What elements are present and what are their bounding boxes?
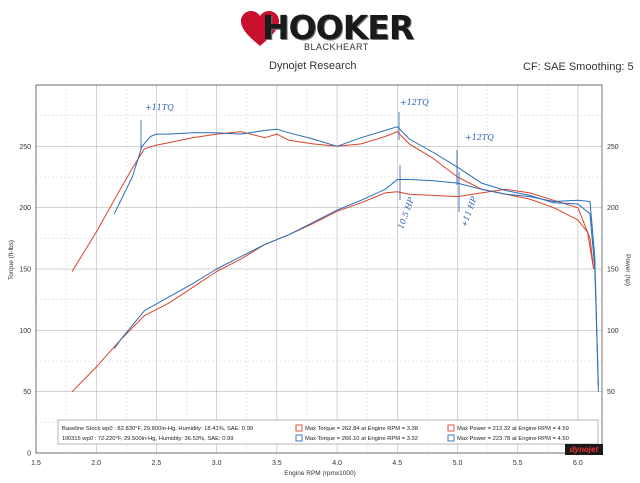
legend: Baseline Stock wp0 : 82.830°F, 29.800in-… (57, 419, 599, 445)
x-tick-label: 1.5 (31, 460, 41, 467)
x-tick-label: 2.5 (152, 460, 162, 467)
x-tick-label: 5.5 (513, 460, 523, 467)
legend-swatch (447, 424, 455, 432)
dynojet-badge: dynojet (565, 444, 603, 455)
x-tick-label: 5.0 (453, 460, 463, 467)
y-tick-label-left: 50 (23, 389, 31, 396)
annotation-text: +11TQ (145, 103, 174, 112)
legend-run: 1ll0315 wp0 : 72.220°F, 29.500in-Hg, Hum… (62, 436, 234, 442)
y-tick-label-left: 200 (19, 205, 31, 212)
annotation-text: +12TQ (400, 98, 429, 107)
y-tick-label-right: 250 (607, 144, 619, 151)
annotation-text: 10.5 HP (396, 196, 416, 230)
legend-swatch (295, 434, 303, 442)
y-tick-label-left: 100 (19, 328, 31, 335)
annotation-text: +11 HP (459, 195, 479, 229)
y-axis-label-left: Torque (ft-lbs) (8, 240, 15, 280)
y-tick-label-left: 0 (27, 451, 31, 458)
series-line-torque (71, 131, 595, 272)
header-right: CF: SAE Smoothing: 5 (523, 61, 634, 73)
x-tick-label: 4.0 (332, 460, 342, 467)
y-tick-label-right: 100 (607, 328, 619, 335)
annotations (140, 112, 460, 212)
y-tick-label-left: 250 (19, 144, 31, 151)
plot-frame (35, 84, 603, 454)
brand-logo: HOOKER BLACKHEART (240, 6, 414, 52)
series-line-power (71, 188, 595, 393)
brand-name: HOOKER (262, 8, 414, 47)
chart-grid (35, 84, 602, 454)
header-left: Dynojet Research (269, 60, 357, 72)
legend-frame (57, 419, 599, 445)
y-tick-label-right: 150 (607, 267, 619, 274)
annotation-text: +12TQ (465, 133, 494, 142)
legend-run: Baseline Stock wp0 : 82.830°F, 29.800in-… (62, 426, 253, 432)
legend-torque: Max Torque = 262.84 at Engine RPM = 3.38 (305, 426, 418, 432)
x-tick-label: 3.0 (212, 460, 222, 467)
y-tick-label-left: 150 (19, 267, 31, 274)
x-axis-label: Engine RPM (rpmx1000) (284, 470, 356, 477)
x-tick-label: 4.5 (392, 460, 402, 467)
y-tick-label-right: 50 (607, 389, 615, 396)
legend-swatch (295, 424, 303, 432)
brand-subname: BLACKHEART (304, 42, 369, 52)
y-tick-label-right: 200 (607, 205, 619, 212)
series-line-power (113, 179, 599, 392)
x-tick-label: 2.0 (91, 460, 101, 467)
legend-swatch (447, 434, 455, 442)
y-axis-label-right: Power (hp) (624, 254, 631, 286)
axis-ticks: 1.5 2.0 2.5 3.0 3.5 4.0 4.5 5.0 5.5 6.0 0 50 100 150 2… (19, 144, 618, 467)
legend-power: Max Power = 213.32 at Engine RPM = 4.59 (457, 426, 569, 432)
legend-torque: Max Torque = 266.10 at Engine RPM = 3.32 (305, 436, 418, 442)
legend-power: Max Power = 223.78 at Engine RPM = 4.50 (457, 436, 569, 442)
series-line-torque (113, 126, 599, 386)
chart-series (71, 126, 599, 393)
x-tick-label: 6.0 (573, 460, 583, 467)
heart-logo-icon (241, 11, 279, 46)
x-tick-label: 3.5 (272, 460, 282, 467)
